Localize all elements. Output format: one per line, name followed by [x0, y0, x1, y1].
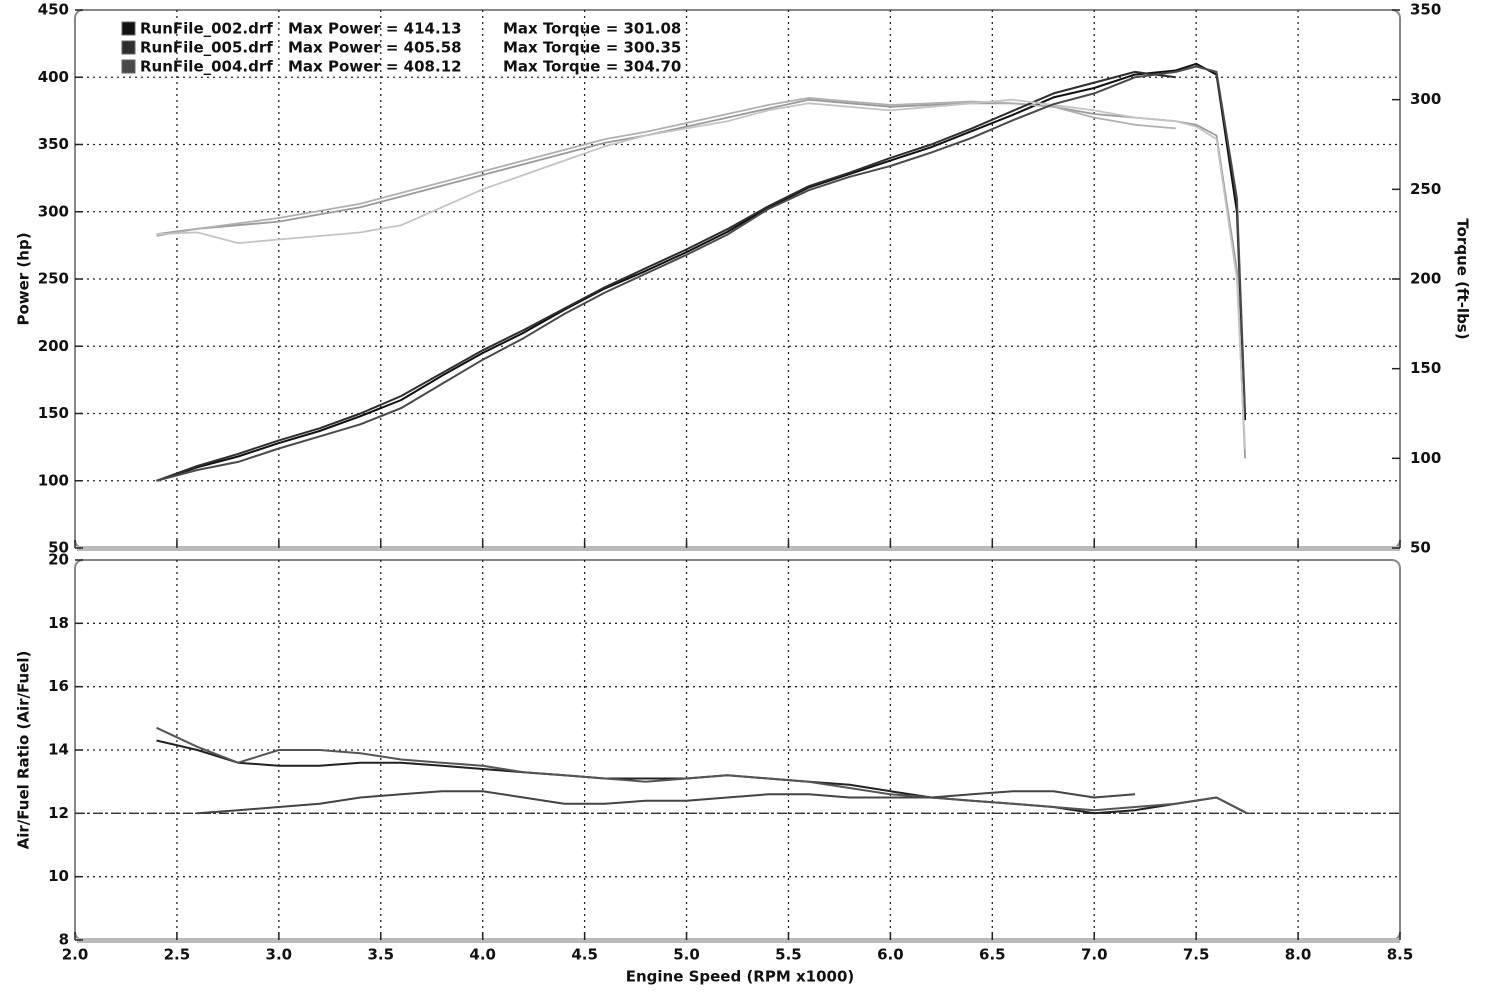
y-tick-label: 8	[59, 931, 69, 949]
x-tick-label: 4.0	[469, 946, 496, 964]
x-tick-label: 6.5	[979, 946, 1006, 964]
x-tick-label: 8.0	[1285, 946, 1312, 964]
y-tick-label: 200	[38, 337, 69, 355]
y-tick-label: 400	[38, 68, 69, 86]
y-tick-label: 16	[48, 677, 69, 695]
y2-tick-label: 150	[1410, 359, 1441, 377]
x-tick-label: 2.5	[164, 946, 191, 964]
x-tick-label: 7.5	[1183, 946, 1210, 964]
torque-line	[156, 97, 1176, 237]
y2-tick-label: 300	[1410, 90, 1441, 108]
x-tick-label: 7.0	[1081, 946, 1108, 964]
legend-max-power: Max Power = 408.12	[288, 58, 462, 76]
x-tick-label: 2.0	[62, 946, 89, 964]
y-tick-label: 18	[48, 614, 69, 632]
y2-tick-label: 50	[1410, 539, 1431, 557]
line	[156, 62, 1247, 482]
y-tick-label: 350	[38, 135, 69, 153]
legend-max-torque: Max Torque = 304.70	[503, 58, 681, 76]
legend-max-power: Max Power = 414.13	[288, 20, 462, 38]
torque-line	[156, 98, 1246, 450]
y-tick-label: 300	[38, 202, 69, 220]
legend-swatch	[121, 40, 136, 55]
y2-tick-label: 200	[1410, 270, 1441, 288]
legend-swatch	[121, 21, 136, 36]
line	[156, 70, 1176, 482]
x-tick-label: 5.5	[775, 946, 802, 964]
x-tick-label: 6.0	[877, 946, 904, 964]
y-axis-title: Air/Fuel Ratio (Air/Fuel)	[15, 651, 33, 850]
y-tick-label: 150	[38, 404, 69, 422]
y-tick-label: 10	[48, 867, 69, 885]
y2-tick-label: 350	[1410, 1, 1441, 19]
y-tick-label: 250	[38, 270, 69, 288]
y-tick-label: 12	[48, 804, 69, 822]
line	[156, 65, 1247, 482]
x-tick-label: 3.0	[266, 946, 293, 964]
legend-max-torque: Max Torque = 300.35	[503, 39, 681, 57]
x-axis-title: Engine Speed (RPM x1000)	[626, 968, 855, 986]
x-tick-label: 3.5	[367, 946, 394, 964]
y2-tick-label: 100	[1410, 449, 1441, 467]
y-axis-title: Power (hp)	[15, 232, 33, 325]
plot-frame-shadow	[77, 938, 1400, 943]
legend-label: RunFile_005.drf	[140, 39, 273, 57]
x-tick-label: 8.5	[1387, 946, 1414, 964]
plot-frame-shadow	[77, 546, 1400, 551]
line	[156, 726, 1248, 815]
y-tick-label: 100	[38, 471, 69, 489]
y-tick-label: 14	[48, 741, 69, 759]
legend-swatch	[121, 59, 136, 74]
y-tick-label: 20	[48, 551, 69, 569]
line	[197, 790, 1136, 815]
y-tick-label: 50	[48, 539, 69, 557]
legend-max-power: Max Power = 405.58	[288, 39, 462, 57]
y2-axis-title: Torque (ft-lbs)	[1454, 218, 1472, 339]
x-tick-label: 4.5	[571, 946, 598, 964]
legend-max-torque: Max Torque = 301.08	[503, 20, 681, 38]
y2-tick-label: 250	[1410, 180, 1441, 198]
x-tick-label: 5.0	[673, 946, 700, 964]
y-tick-label: 450	[38, 1, 69, 19]
legend-label: RunFile_002.drf	[140, 20, 273, 38]
legend-label: RunFile_004.drf	[140, 58, 273, 76]
